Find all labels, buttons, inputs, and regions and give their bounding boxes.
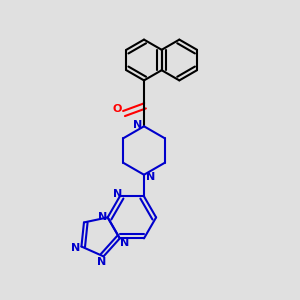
- Text: N: N: [133, 120, 142, 130]
- Text: N: N: [146, 172, 155, 182]
- Text: O: O: [112, 103, 122, 114]
- Text: N: N: [98, 212, 107, 222]
- Text: N: N: [71, 243, 80, 253]
- Text: N: N: [120, 238, 129, 248]
- Text: N: N: [98, 257, 107, 267]
- Text: N: N: [113, 189, 122, 199]
